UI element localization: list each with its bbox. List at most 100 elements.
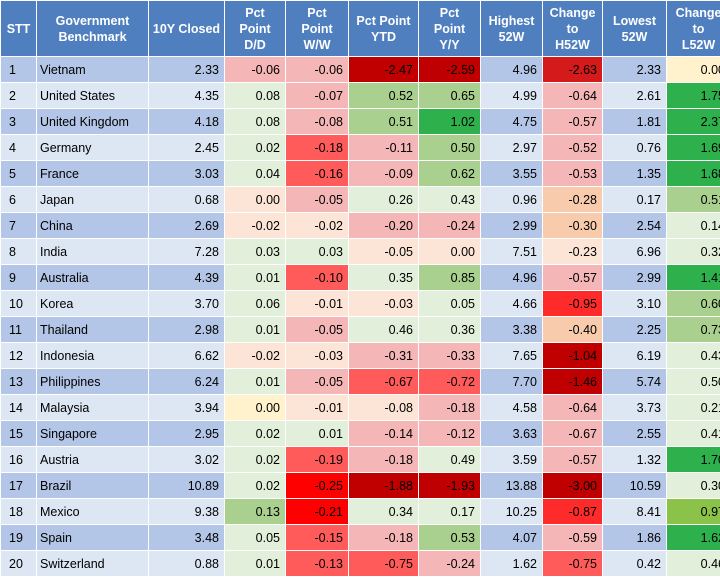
change-to-h52w-cell: -3.00: [543, 473, 603, 499]
change-to-h52w-cell: -1.46: [543, 369, 603, 395]
pct-point-ww-cell: 0.03: [286, 239, 349, 265]
pct-point-yy-cell: 0.85: [419, 265, 481, 291]
country-name-cell: Australia: [37, 265, 149, 291]
pct-point-ytd-cell: 0.34: [349, 499, 419, 525]
stt-cell: 18: [1, 499, 37, 525]
country-name-cell: Brazil: [37, 473, 149, 499]
lowest-52w-cell: 6.96: [603, 239, 667, 265]
header-10y-closed: 10Y Closed: [149, 1, 225, 57]
pct-point-yy-cell: 0.00: [419, 239, 481, 265]
country-name-cell: China: [37, 213, 149, 239]
pct-point-ww-cell: -0.06: [286, 57, 349, 83]
lowest-52w-cell: 8.41: [603, 499, 667, 525]
pct-point-dd-cell: -0.06: [225, 57, 286, 83]
pct-point-ww-cell: -0.19: [286, 447, 349, 473]
highest-52w-cell: 3.55: [481, 161, 543, 187]
country-name-cell: India: [37, 239, 149, 265]
pct-point-ww-cell: -0.01: [286, 395, 349, 421]
highest-52w-cell: 4.96: [481, 265, 543, 291]
stt-cell: 3: [1, 109, 37, 135]
stt-cell: 12: [1, 343, 37, 369]
country-name-cell: Japan: [37, 187, 149, 213]
pct-point-dd-cell: 0.02: [225, 473, 286, 499]
change-to-h52w-cell: -0.52: [543, 135, 603, 161]
closed-10y-cell: 2.45: [149, 135, 225, 161]
pct-point-yy-cell: 0.62: [419, 161, 481, 187]
pct-point-dd-cell: -0.02: [225, 343, 286, 369]
change-to-h52w-cell: -0.67: [543, 421, 603, 447]
country-name-cell: Indonesia: [37, 343, 149, 369]
pct-point-yy-cell: -0.72: [419, 369, 481, 395]
change-to-l52w-cell: 0.51: [667, 187, 720, 213]
pct-point-ww-cell: -0.15: [286, 525, 349, 551]
change-to-h52w-cell: -0.95: [543, 291, 603, 317]
pct-point-yy-cell: 0.49: [419, 447, 481, 473]
header-pct-point-ww: Pct Point W/W: [286, 1, 349, 57]
closed-10y-cell: 3.03: [149, 161, 225, 187]
change-to-h52w-cell: -0.59: [543, 525, 603, 551]
pct-point-ytd-cell: -0.31: [349, 343, 419, 369]
header-highest-52w: Highest 52W: [481, 1, 543, 57]
stt-cell: 10: [1, 291, 37, 317]
change-to-l52w-cell: 2.37: [667, 109, 720, 135]
stt-cell: 14: [1, 395, 37, 421]
pct-point-ytd-cell: -2.47: [349, 57, 419, 83]
highest-52w-cell: 13.88: [481, 473, 543, 499]
closed-10y-cell: 2.98: [149, 317, 225, 343]
pct-point-yy-cell: 0.05: [419, 291, 481, 317]
country-name-cell: France: [37, 161, 149, 187]
closed-10y-cell: 9.38: [149, 499, 225, 525]
pct-point-ytd-cell: -0.20: [349, 213, 419, 239]
pct-point-ytd-cell: -0.11: [349, 135, 419, 161]
country-name-cell: United Kingdom: [37, 109, 149, 135]
change-to-l52w-cell: 1.68: [667, 161, 720, 187]
change-to-h52w-cell: -0.53: [543, 161, 603, 187]
pct-point-dd-cell: 0.02: [225, 135, 286, 161]
lowest-52w-cell: 0.42: [603, 551, 667, 577]
pct-point-ytd-cell: -0.09: [349, 161, 419, 187]
change-to-l52w-cell: 0.73: [667, 317, 720, 343]
pct-point-dd-cell: 0.03: [225, 239, 286, 265]
closed-10y-cell: 4.18: [149, 109, 225, 135]
change-to-l52w-cell: 0.50: [667, 369, 720, 395]
change-to-l52w-cell: 1.75: [667, 83, 720, 109]
pct-point-ytd-cell: -1.88: [349, 473, 419, 499]
stt-cell: 5: [1, 161, 37, 187]
change-to-h52w-cell: -0.57: [543, 447, 603, 473]
pct-point-ww-cell: -0.10: [286, 265, 349, 291]
stt-cell: 1: [1, 57, 37, 83]
stt-cell: 11: [1, 317, 37, 343]
highest-52w-cell: 7.65: [481, 343, 543, 369]
change-to-l52w-cell: 1.41: [667, 265, 720, 291]
stt-cell: 20: [1, 551, 37, 577]
highest-52w-cell: 3.63: [481, 421, 543, 447]
pct-point-dd-cell: 0.01: [225, 551, 286, 577]
change-to-h52w-cell: -0.23: [543, 239, 603, 265]
change-to-h52w-cell: -1.04: [543, 343, 603, 369]
pct-point-dd-cell: 0.00: [225, 395, 286, 421]
pct-point-ww-cell: -0.01: [286, 291, 349, 317]
closed-10y-cell: 6.24: [149, 369, 225, 395]
change-to-l52w-cell: 1.62: [667, 525, 720, 551]
closed-10y-cell: 6.62: [149, 343, 225, 369]
country-name-cell: Germany: [37, 135, 149, 161]
lowest-52w-cell: 1.32: [603, 447, 667, 473]
lowest-52w-cell: 1.86: [603, 525, 667, 551]
pct-point-yy-cell: 0.36: [419, 317, 481, 343]
pct-point-ww-cell: -0.07: [286, 83, 349, 109]
change-to-l52w-cell: 1.70: [667, 447, 720, 473]
stt-cell: 6: [1, 187, 37, 213]
header-change-to-l52w: Change to L52W: [667, 1, 720, 57]
pct-point-dd-cell: 0.01: [225, 317, 286, 343]
header-government-benchmark: Government Benchmark: [37, 1, 149, 57]
pct-point-yy-cell: 1.02: [419, 109, 481, 135]
pct-point-dd-cell: 0.04: [225, 161, 286, 187]
